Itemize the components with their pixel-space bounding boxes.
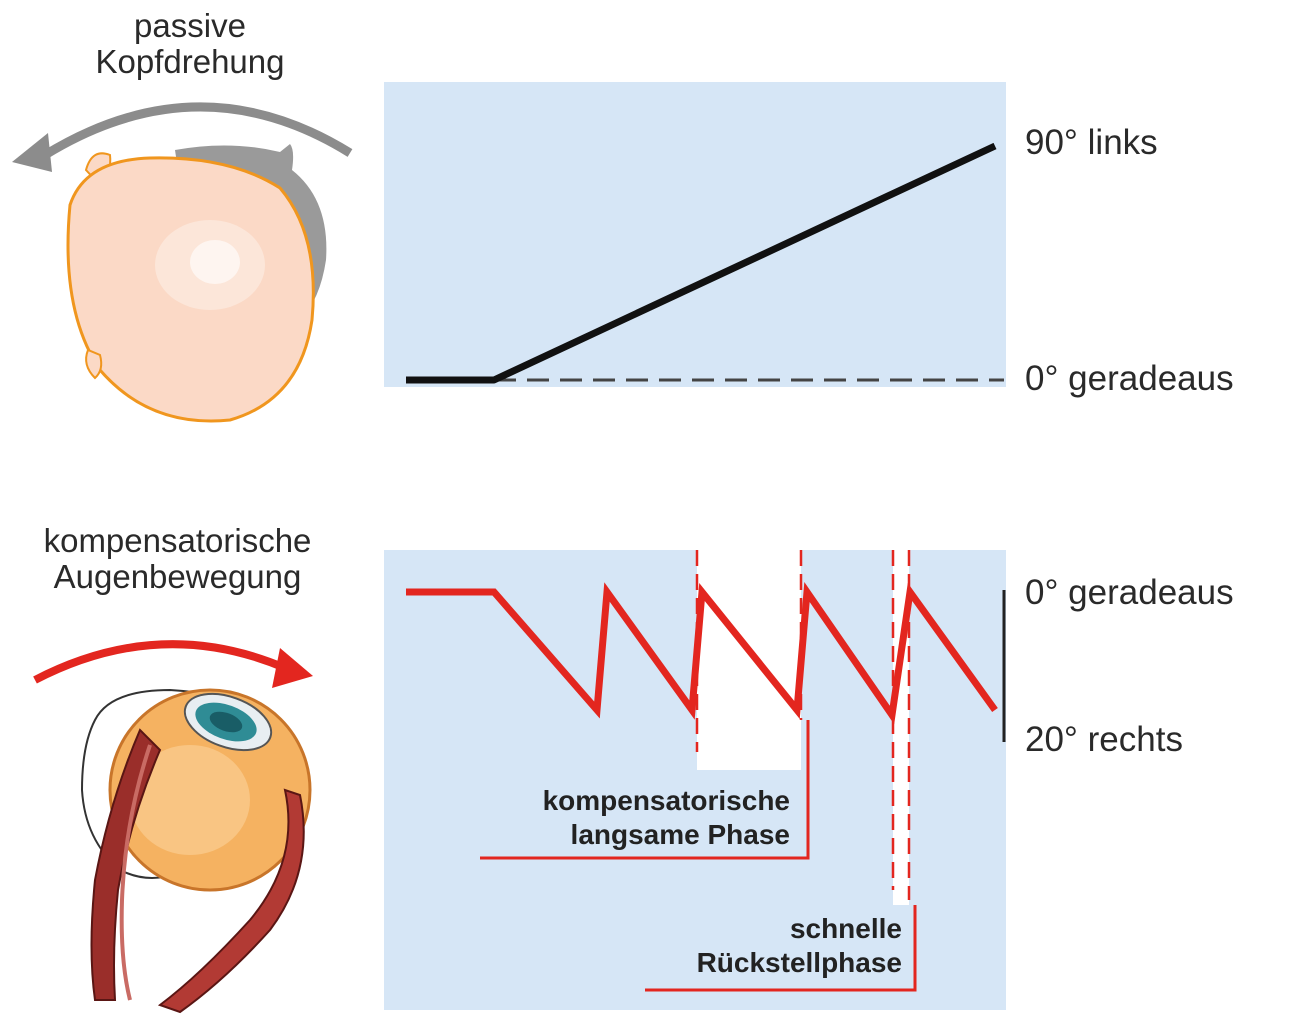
eye-label-0-straight: 0° geradeaus (1025, 573, 1234, 612)
eye-caption-line1: kompensatorische (43, 522, 312, 559)
slow-phase-label-line2: langsame Phase (570, 819, 790, 850)
fast-phase-label-line2: Rückstellphase (696, 947, 902, 978)
eye-position-trace (406, 581, 998, 725)
eye-caption: kompensatorische Augenbewegung (0, 523, 355, 595)
slow-phase-label: kompensatorische langsame Phase (543, 784, 790, 852)
eye-rotation-arrow (33, 640, 313, 688)
eye-movement-panel (384, 550, 1006, 1010)
head-position-trace (406, 142, 997, 384)
head-illustration (66, 144, 327, 423)
slow-phase-highlight (697, 550, 801, 770)
head-caption-line1: passive (134, 7, 246, 44)
head-caption: passive Kopfdrehung (40, 8, 340, 80)
eye-label-20-right: 20° rechts (1025, 720, 1183, 759)
fast-phase-bracket (645, 905, 917, 992)
slow-phase-bracket (480, 720, 810, 860)
eyeball-illustration (80, 688, 312, 1014)
eye-caption-line2: Augenbewegung (53, 558, 302, 595)
fast-phase-label: schnelle Rückstellphase (697, 912, 902, 980)
head-label-0-straight: 0° geradeaus (1025, 359, 1234, 398)
head-caption-line2: Kopfdrehung (95, 43, 285, 80)
fast-phase-label-line1: schnelle (789, 913, 902, 944)
head-rotation-arrow (12, 102, 353, 172)
slow-phase-label-line1: kompensatorische (542, 785, 790, 816)
head-rotation-panel (384, 82, 1006, 387)
head-label-90-left: 90° links (1025, 123, 1158, 162)
